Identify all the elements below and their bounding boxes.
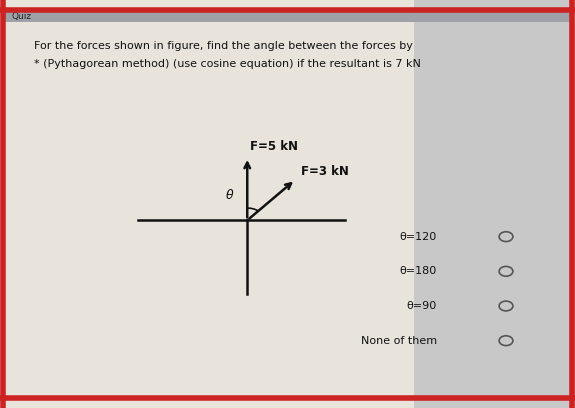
Text: F=3 kN: F=3 kN	[301, 165, 349, 177]
Bar	[3, 10, 572, 22]
Text: None of them: None of them	[361, 336, 437, 346]
Text: * (Pythagorean method) (use cosine equation) if the resultant is 7 kN: * (Pythagorean method) (use cosine equat…	[34, 59, 421, 69]
Text: θ=90: θ=90	[407, 301, 437, 311]
Text: For the forces shown in figure, find the angle between the forces by: For the forces shown in figure, find the…	[34, 41, 413, 51]
Text: F=5 kN: F=5 kN	[250, 140, 298, 153]
Text: θ: θ	[226, 189, 234, 202]
Bar	[414, 0, 575, 408]
Text: θ=120: θ=120	[400, 232, 437, 242]
Text: Quiz: Quiz	[12, 12, 32, 21]
Bar	[0, 0, 414, 408]
Text: θ=180: θ=180	[400, 266, 437, 276]
